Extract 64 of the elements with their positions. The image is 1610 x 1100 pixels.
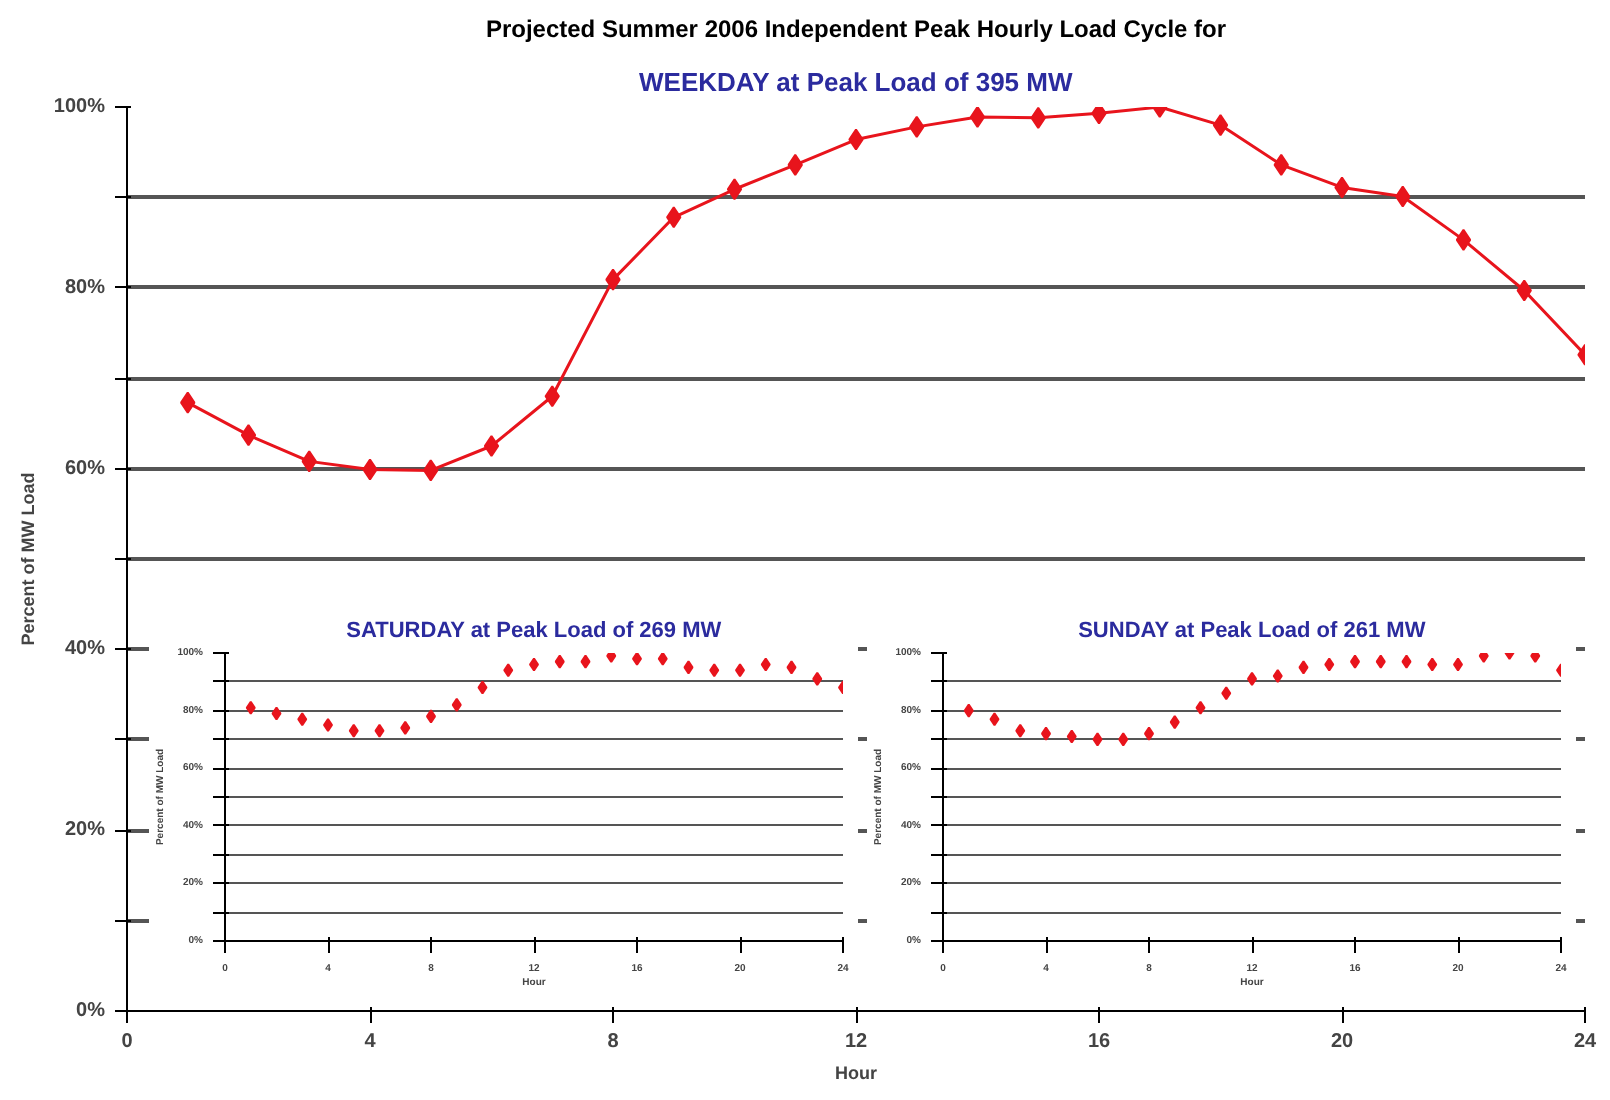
point bbox=[1195, 700, 1206, 715]
point bbox=[1066, 729, 1077, 744]
point bbox=[1169, 715, 1180, 730]
point bbox=[989, 712, 1000, 727]
x-tick-label: 4 bbox=[364, 1031, 377, 1053]
point bbox=[963, 703, 974, 718]
point bbox=[726, 178, 743, 201]
point bbox=[657, 653, 668, 666]
point bbox=[400, 720, 411, 735]
y-tick-label: 40% bbox=[64, 638, 106, 661]
point bbox=[348, 723, 359, 738]
chart-subtitle: WEEKDAY at Peak Load of 395 MW bbox=[639, 67, 1074, 97]
chart-title: Projected Summer 2006 Independent Peak Hourly Load Cycle for bbox=[485, 15, 1227, 43]
chart-title: SUNDAY at Peak Load of 261 MW bbox=[1078, 619, 1427, 643]
point bbox=[240, 424, 257, 447]
y-tick-label: 60% bbox=[64, 457, 106, 480]
x-tick-label: 8 bbox=[607, 1031, 620, 1053]
point bbox=[1091, 107, 1107, 125]
point bbox=[1118, 732, 1129, 747]
point bbox=[1375, 654, 1386, 669]
y-tick-label: 20% bbox=[64, 819, 106, 842]
point bbox=[323, 718, 333, 732]
point bbox=[483, 435, 500, 457]
point bbox=[1427, 657, 1438, 672]
point bbox=[1015, 723, 1026, 738]
x-tick-label: 16 bbox=[1087, 1031, 1111, 1053]
y-tick-label: 0% bbox=[76, 1000, 106, 1022]
point bbox=[683, 660, 694, 675]
point bbox=[1272, 669, 1283, 684]
point bbox=[606, 653, 617, 663]
x-tick-label: 20 bbox=[1330, 1031, 1354, 1053]
point bbox=[374, 723, 385, 738]
point bbox=[245, 700, 256, 715]
point bbox=[969, 107, 986, 128]
point bbox=[271, 706, 282, 721]
point bbox=[451, 697, 462, 712]
point bbox=[1530, 653, 1541, 663]
point bbox=[1401, 654, 1412, 669]
point bbox=[1221, 686, 1232, 701]
point bbox=[503, 663, 514, 678]
chart-title: SATURDAY at Peak Load of 269 MW bbox=[346, 619, 723, 643]
point bbox=[1298, 660, 1309, 675]
point bbox=[1092, 732, 1103, 747]
point bbox=[580, 654, 591, 669]
point bbox=[477, 680, 488, 695]
point bbox=[1030, 107, 1046, 129]
y-axis-title: Percent of MW Load bbox=[17, 472, 38, 646]
point bbox=[297, 712, 308, 727]
x-tick-label: 12 bbox=[844, 1031, 868, 1053]
point bbox=[760, 657, 771, 672]
point bbox=[786, 660, 797, 675]
point bbox=[632, 653, 642, 666]
y-tick-label: 100% bbox=[53, 96, 106, 118]
point bbox=[1478, 653, 1489, 663]
point bbox=[812, 671, 823, 686]
point bbox=[709, 663, 720, 678]
x-axis-title: Hour bbox=[835, 1063, 878, 1083]
point bbox=[1455, 228, 1472, 251]
point bbox=[1324, 657, 1335, 672]
point bbox=[554, 654, 565, 669]
x-tick-label: 24 bbox=[1573, 1031, 1597, 1053]
point bbox=[1212, 114, 1229, 137]
x-tick-label: 0 bbox=[121, 1031, 134, 1053]
y-tick-label: 80% bbox=[64, 276, 106, 299]
